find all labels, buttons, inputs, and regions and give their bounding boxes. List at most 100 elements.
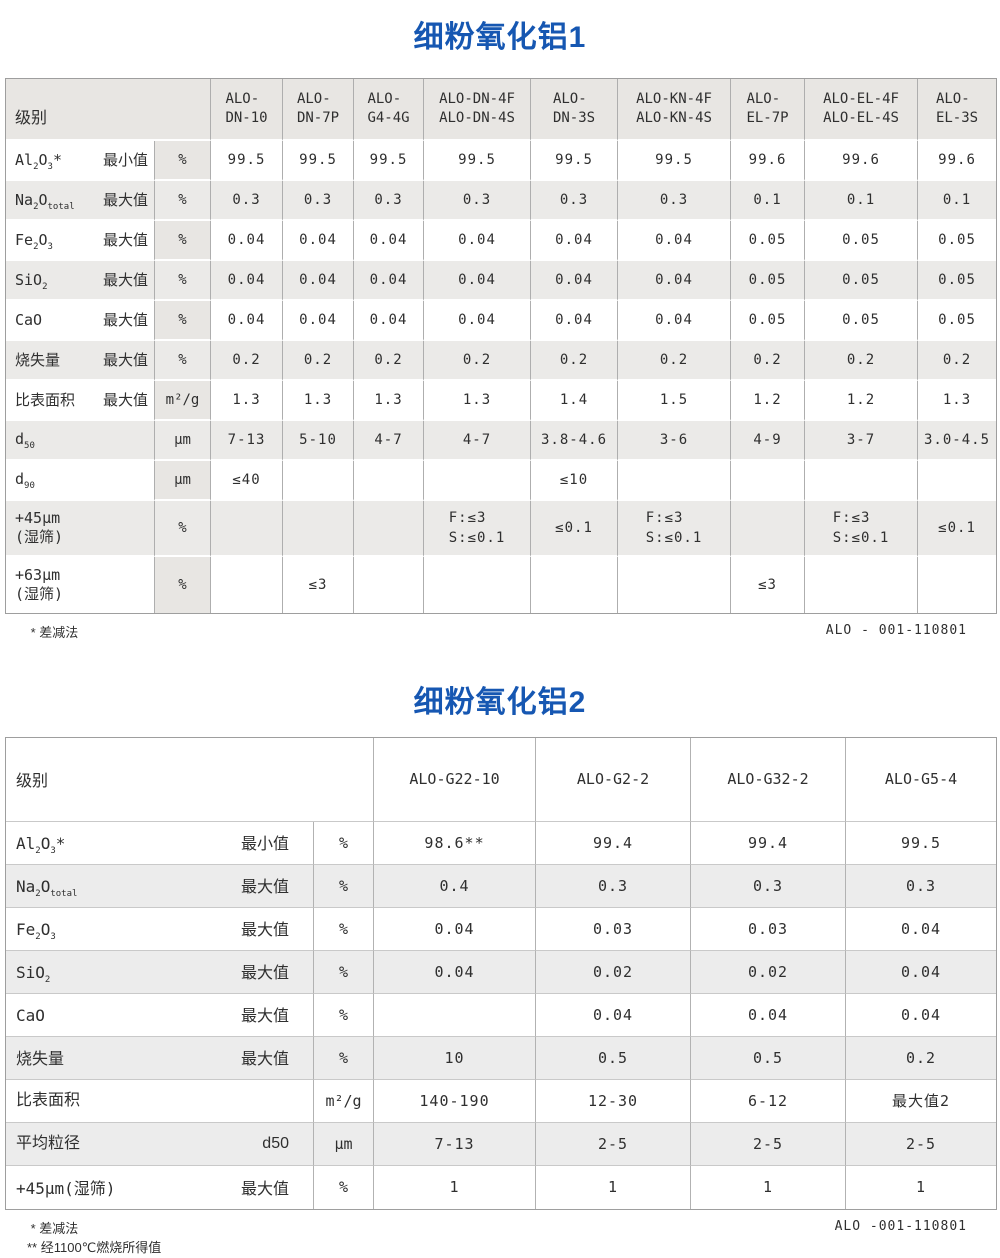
spec-value: 0.02 (536, 950, 692, 994)
spec-value: 99.5 (531, 141, 619, 181)
spec-value: 12-30 (536, 1079, 692, 1123)
grade-column-header: ALO-EL-4F ALO-EL-4S (805, 79, 919, 141)
spec-row: CaO 最大值% 0.04 0.04 0.04 (6, 993, 997, 1037)
spec-value: 1 (691, 1165, 847, 1209)
spec-value: 6-12 (691, 1079, 847, 1123)
unit-label: % (155, 501, 212, 557)
param-name: CaO (15, 311, 43, 330)
spec-value: 0.3 (283, 181, 355, 221)
param-cell: Al2O3* 最小值 (6, 141, 155, 181)
spec-value (618, 461, 732, 501)
param-name: +45μm(湿筛) (15, 508, 64, 547)
footnote-line: ** 经1100℃燃烧所得值 (27, 1240, 162, 1255)
spec-value: 0.02 (691, 950, 847, 994)
spec-value: 0.04 (211, 221, 284, 261)
criterion-label: d50 (262, 1135, 289, 1153)
spec-value: 0.04 (531, 301, 619, 341)
spec-value: 0.04 (531, 261, 619, 301)
spec-row: Na2Ototal 最大值% 0.3 0.3 0.3 0.3 0.3 0.3 0.1 0.1 0.1 (6, 181, 997, 221)
spec-value: 98.6** (374, 821, 537, 865)
spec-value: 0.04 (354, 221, 425, 261)
spec-value (618, 557, 732, 613)
spec-value: 0.05 (918, 261, 997, 301)
param-cell: Fe2O3 最大值 (6, 907, 314, 951)
spec-row: 比表面积 最大值 m²/g 1.3 1.3 1.3 1.3 1.4 1.5 1.2 1.2 1.3 (6, 381, 997, 421)
spec-value: 0.04 (424, 261, 532, 301)
criterion-label: 最大值 (240, 1180, 289, 1198)
spec-row: Al2O3* 最小值% 99.5 99.5 99.5 99.5 99.5 99.5 99.6 99… (6, 141, 997, 181)
spec-value: 0.03 (536, 907, 692, 951)
spec-value: 0.05 (918, 301, 997, 341)
spec-value: 99.4 (536, 821, 692, 865)
criterion-label: 最大值 (240, 922, 289, 940)
spec-value: 0.3 (691, 864, 847, 908)
grade-column-header: ALO- EL-3S (918, 79, 997, 141)
spec-value: 1.2 (805, 381, 919, 421)
param-name: 烧失量 (15, 351, 61, 370)
param-name: CaO (16, 1006, 45, 1026)
spec-value: 10 (374, 1036, 537, 1080)
spec-value (354, 557, 425, 613)
param-name: SiO2 (15, 271, 48, 293)
spec-value (731, 461, 806, 501)
spec-value: 99.5 (846, 821, 997, 865)
spec-value: 5-10 (283, 421, 355, 461)
alumina-table-2-section: 细粉氧化铝2 级别 ALO-G22-10 ALO-G2-2 ALO-G32-2 ALO… (5, 677, 998, 1258)
spec-value: 4-7 (424, 421, 532, 461)
unit-label: μm (314, 1122, 375, 1166)
spec-value: 0.04 (374, 950, 537, 994)
spec-value: 0.5 (691, 1036, 847, 1080)
param-cell: 比表面积 (6, 1079, 314, 1123)
param-cell: 比表面积 最大值 (6, 381, 155, 421)
spec-value: 7-13 (211, 421, 284, 461)
header-row: 级别 ALO- DN-10 ALO- DN-7P ALO- G4-4G ALO-DN-4F A… (6, 79, 997, 141)
param-cell: SiO2 最大值 (6, 950, 314, 994)
alumina-spec-table-2: 级别 ALO-G22-10 ALO-G2-2 ALO-G32-2 ALO-G5-4 A… (5, 736, 998, 1210)
spec-value: 0.4 (374, 864, 537, 908)
param-name: 平均粒径 (16, 1133, 81, 1153)
param-name: +45μm(湿筛) (16, 1178, 116, 1198)
grade-column-header: ALO-G32-2 (691, 737, 847, 822)
unit-label: % (314, 950, 375, 994)
spec-value: 3-6 (618, 421, 732, 461)
spec-value: 0.05 (805, 221, 919, 261)
spec-value: 7-13 (374, 1122, 537, 1166)
spec-row: d50 μm 7-13 5-10 4-7 4-7 3.8-4.6 3-6 4-9 3-7 3.0-4… (6, 421, 997, 461)
footnote-line: * 差减法 (27, 625, 79, 640)
spec-value: 0.04 (846, 907, 997, 951)
unit-label: % (155, 341, 212, 381)
spec-value: 1 (536, 1165, 692, 1209)
level-header: 级别 (6, 737, 375, 822)
spec-value: 0.2 (618, 341, 732, 381)
spec-value: 2-5 (536, 1122, 692, 1166)
param-name: +63μm (湿筛) (15, 565, 64, 604)
param-cell: d90 (6, 461, 155, 501)
grade-column-header: ALO- DN-10 (211, 79, 284, 141)
param-name: Na2Ototal (15, 191, 75, 213)
footnotes: * 差减法 (27, 623, 79, 643)
unit-label: % (155, 557, 212, 613)
spec-value: 99.5 (354, 141, 425, 181)
spec-value: 0.04 (618, 301, 732, 341)
spec-value: 0.04 (283, 221, 355, 261)
criterion-label: 最大值 (240, 1051, 289, 1069)
spec-value: 1 (846, 1165, 997, 1209)
unit-label: % (314, 821, 375, 865)
spec-value: 0.3 (846, 864, 997, 908)
spec-value: 99.4 (691, 821, 847, 865)
grade-column-header: ALO- EL-7P (731, 79, 806, 141)
alumina-spec-table-1: 级别 ALO- DN-10 ALO- DN-7P ALO- G4-4G ALO-DN-4F A… (5, 78, 998, 614)
criterion-label: 最大值 (240, 879, 289, 897)
criterion-label: 最小值 (240, 836, 289, 854)
spec-value: 140-190 (374, 1079, 537, 1123)
spec-value (424, 557, 532, 613)
spec-value: 0.05 (805, 301, 919, 341)
spec-value: 0.3 (354, 181, 425, 221)
spec-value: 0.04 (424, 221, 532, 261)
spec-value: 0.2 (805, 341, 919, 381)
spec-value (283, 461, 355, 501)
spec-value: 0.03 (691, 907, 847, 951)
level-header: 级别 (6, 79, 212, 141)
spec-value: 0.04 (846, 993, 997, 1037)
unit-label: % (314, 907, 375, 951)
